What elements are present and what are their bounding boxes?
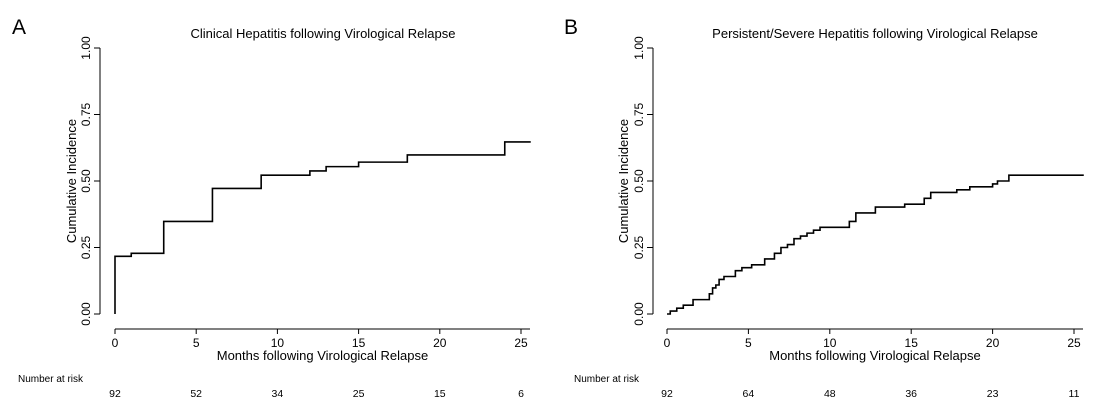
- panel-a-risk-count: 52: [190, 388, 202, 400]
- panel-a-title: Clinical Hepatitis following Virological…: [191, 26, 456, 41]
- panel-b-y-tick-label: 0.50: [632, 169, 646, 193]
- panel-a-risk-count: 25: [353, 388, 365, 400]
- panel-a-x-axis-label: Months following Virological Relapse: [217, 348, 429, 363]
- panel-b-risk-count: 11: [1069, 388, 1080, 400]
- panel-a-risk-count: 34: [272, 388, 284, 400]
- panel-b-risk-table-title: Number at risk: [574, 374, 640, 385]
- panel-b-y-tick-label: 0.25: [632, 235, 646, 259]
- panel-a-x-tick-label: 25: [514, 336, 528, 350]
- panel-a-letter: A: [12, 16, 26, 39]
- panel-a-x-tick-label: 20: [433, 336, 447, 350]
- panel-a-y-tick-label: 0.75: [79, 102, 93, 126]
- panel-a-risk-count: 6: [518, 388, 524, 400]
- panel-b-letter: B: [564, 16, 578, 39]
- panel-a-y-tick-label: 1.00: [79, 36, 93, 60]
- panel-b-x-tick-label: 10: [823, 336, 837, 350]
- panel-a-y-tick-label: 0.50: [79, 169, 93, 193]
- panel-a-x-tick-label: 15: [352, 336, 366, 350]
- panel-b-x-tick-label: 15: [905, 336, 919, 350]
- panel-a-risk-count: 92: [109, 388, 121, 400]
- panel-b-x-tick-label: 25: [1067, 336, 1081, 350]
- panel-a-y-tick-label: 0.00: [79, 302, 93, 326]
- panel-b-risk-count: 48: [824, 388, 836, 400]
- panel-b-y-tick-label: 0.00: [632, 302, 646, 326]
- panel-b-risk-count: 23: [987, 388, 999, 400]
- panel-a-cumulative-incidence-line: [114, 141, 531, 314]
- panel-b-y-axis-label: Cumulative Incidence: [616, 119, 631, 243]
- panel-b-x-axis-label: Months following Virological Relapse: [769, 348, 981, 363]
- panel-b-risk-count: 92: [661, 388, 673, 400]
- panel-b-x-tick-label: 20: [986, 336, 1000, 350]
- panel-a-x-tick-label: 0: [112, 336, 119, 350]
- panel-b-cumulative-incidence-line: [667, 174, 1084, 315]
- panel-b-risk-count: 64: [743, 388, 755, 400]
- panel-b-x-tick-label: 0: [664, 336, 671, 350]
- panel-b-y-tick-label: 1.00: [632, 36, 646, 60]
- panel-b-title: Persistent/Severe Hepatitis following Vi…: [712, 26, 1038, 41]
- panel-a-x-tick-label: 10: [271, 336, 285, 350]
- panel-b-y-tick-label: 0.75: [632, 102, 646, 126]
- panel-a-risk-count: 15: [434, 388, 446, 400]
- panel-a-x-tick-label: 5: [193, 336, 200, 350]
- panel-a-risk-table-title: Number at risk: [18, 374, 84, 385]
- panel-a-y-axis-label: Cumulative Incidence: [64, 119, 79, 243]
- panel-b-x-tick-label: 5: [745, 336, 752, 350]
- panel-b-risk-count: 36: [905, 388, 917, 400]
- panel-a-y-tick-label: 0.25: [79, 235, 93, 259]
